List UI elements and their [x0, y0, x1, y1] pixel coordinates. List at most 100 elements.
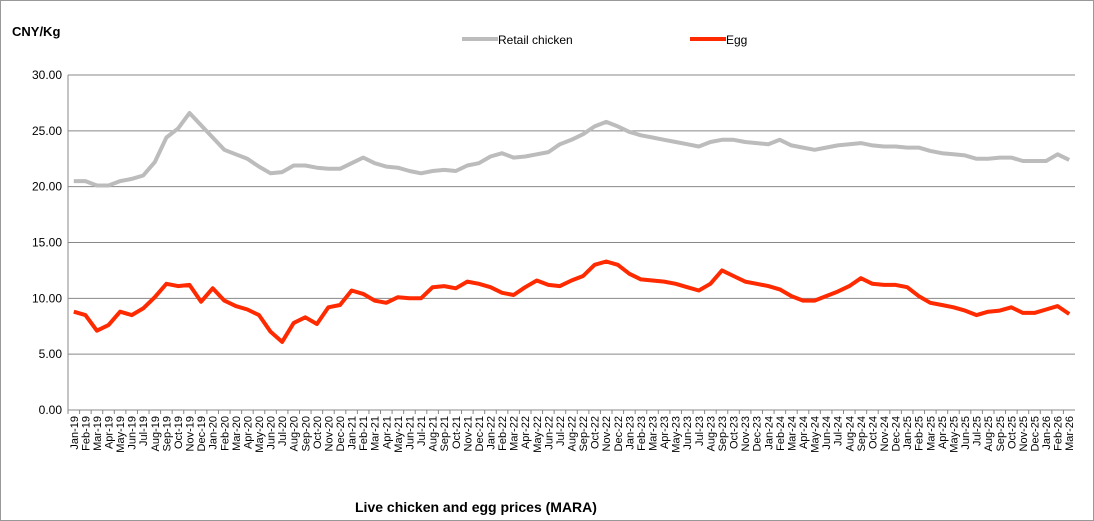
- x-tick-label: Sep-22: [578, 416, 590, 451]
- x-tick-label: Nov-20: [323, 416, 335, 451]
- legend-label: Egg: [726, 33, 747, 47]
- x-tick-label: Nov-24: [879, 416, 891, 451]
- x-tick-label: Mar-24: [786, 416, 798, 451]
- x-tick-label: Sep-23: [717, 416, 729, 451]
- x-tick-label: Jul-19: [138, 416, 150, 446]
- x-tick-label: Apr-24: [798, 416, 810, 449]
- x-tick-label: May-22: [532, 416, 544, 453]
- x-tick-label: Jul-23: [694, 416, 706, 446]
- x-tick-label: Oct-22: [590, 416, 602, 449]
- x-tick-label: Jan-26: [1041, 416, 1053, 450]
- x-tick-label: Jun-20: [266, 416, 278, 450]
- x-tick-label: Jun-24: [821, 416, 833, 450]
- x-tick-label: Oct-24: [867, 416, 879, 449]
- x-tick-label: May-25: [948, 416, 960, 453]
- x-tick-label: Sep-25: [995, 416, 1007, 451]
- x-tick-label: Sep-20: [300, 416, 312, 451]
- x-tick-label: Jul-25: [972, 416, 984, 446]
- x-tick-label: Aug-23: [705, 416, 717, 451]
- x-tick-label: Dec-20: [335, 416, 347, 451]
- x-tick-label: Oct-21: [451, 416, 463, 449]
- x-tick-label: Dec-23: [752, 416, 764, 451]
- x-tick-label: Sep-24: [856, 416, 868, 451]
- x-tick-label: Mar-22: [509, 416, 521, 451]
- x-tick-label: Aug-19: [150, 416, 162, 451]
- x-tick-label: Dec-24: [891, 416, 903, 451]
- x-tick-label: Jan-20: [208, 416, 220, 450]
- x-tick-label: Mar-21: [370, 416, 382, 451]
- x-tick-label: Feb-22: [497, 416, 509, 451]
- x-tick-label: Aug-20: [289, 416, 301, 451]
- x-tick-label: Jul-22: [555, 416, 567, 446]
- x-tick-label: Nov-19: [185, 416, 197, 451]
- x-tick-label: Jun-22: [543, 416, 555, 450]
- y-tick-label: 5.00: [39, 347, 63, 361]
- x-tick-label: Jun-23: [682, 416, 694, 450]
- x-tick-label: Feb-23: [636, 416, 648, 451]
- x-tick-label: Jun-19: [127, 416, 139, 450]
- x-tick-label: Dec-22: [613, 416, 625, 451]
- x-tick-label: Jul-20: [277, 416, 289, 446]
- y-axis-label: CNY/Kg: [12, 24, 60, 39]
- x-tick-label: Apr-21: [381, 416, 393, 449]
- x-tick-label: Apr-25: [937, 416, 949, 449]
- x-tick-label: May-23: [671, 416, 683, 453]
- x-tick-label: Mar-19: [92, 416, 104, 451]
- x-tick-label: Nov-21: [462, 416, 474, 451]
- x-tick-label: Mar-26: [1064, 416, 1076, 451]
- x-tick-label: Feb-19: [80, 416, 92, 451]
- x-tick-label: Feb-21: [358, 416, 370, 451]
- x-tick-label: Aug-24: [844, 416, 856, 451]
- x-tick-label: Nov-23: [740, 416, 752, 451]
- x-tick-label: Apr-20: [242, 416, 254, 449]
- x-tick-label: Apr-19: [104, 416, 116, 449]
- x-tick-label: Sep-21: [439, 416, 451, 451]
- x-tick-label: Jan-24: [763, 416, 775, 450]
- y-tick-label: 25.00: [32, 124, 62, 138]
- x-tick-label: Oct-19: [173, 416, 185, 449]
- legend-label: Retail chicken: [498, 33, 573, 47]
- y-tick-label: 10.00: [32, 291, 62, 305]
- x-tick-label: Sep-19: [161, 416, 173, 451]
- line-series: [73, 259, 1071, 344]
- x-tick-label: Jul-24: [833, 416, 845, 446]
- x-tick-label: Jun-21: [404, 416, 416, 450]
- x-tick-label: Jun-25: [960, 416, 972, 450]
- x-tick-label: Feb-24: [775, 416, 787, 451]
- x-tick-label: Mar-20: [231, 416, 243, 451]
- x-tick-label: May-24: [810, 416, 822, 453]
- x-tick-label: Jul-21: [416, 416, 428, 446]
- x-tick-label: Dec-19: [196, 416, 208, 451]
- x-tick-label: Oct-20: [312, 416, 324, 449]
- x-tick-label: Nov-22: [601, 416, 613, 451]
- x-tick-label: Aug-22: [567, 416, 579, 451]
- x-tick-label: May-20: [254, 416, 266, 453]
- x-tick-label: May-19: [115, 416, 127, 453]
- x-tick-label: Jan-23: [624, 416, 636, 450]
- x-tick-label: Mar-23: [648, 416, 660, 451]
- x-tick-label: Apr-22: [520, 416, 532, 449]
- x-tick-label: Dec-25: [1029, 416, 1041, 451]
- x-tick-label: Dec-21: [474, 416, 486, 451]
- x-tick-label: Feb-20: [219, 416, 231, 451]
- x-tick-label: Aug-21: [428, 416, 440, 451]
- x-tick-label: Jan-22: [485, 416, 497, 450]
- x-tick-label: Jan-19: [69, 416, 81, 450]
- x-tick-label: Feb-26: [1053, 416, 1065, 451]
- x-tick-label: Apr-23: [659, 416, 671, 449]
- chart-title: Live chicken and egg prices (MARA): [355, 499, 597, 515]
- y-tick-label: 20.00: [32, 180, 62, 194]
- x-tick-label: Oct-25: [1006, 416, 1018, 449]
- y-tick-label: 30.00: [32, 68, 62, 82]
- y-tick-label: 15.00: [32, 236, 62, 250]
- x-tick-label: Jan-25: [902, 416, 914, 450]
- x-tick-label: Mar-25: [925, 416, 937, 451]
- line-series: [73, 111, 1071, 188]
- x-tick-label: Aug-25: [983, 416, 995, 451]
- x-tick-label: Jan-21: [347, 416, 359, 450]
- x-tick-label: Feb-25: [914, 416, 926, 451]
- x-tick-label: Nov-25: [1018, 416, 1030, 451]
- x-tick-label: Oct-23: [729, 416, 741, 449]
